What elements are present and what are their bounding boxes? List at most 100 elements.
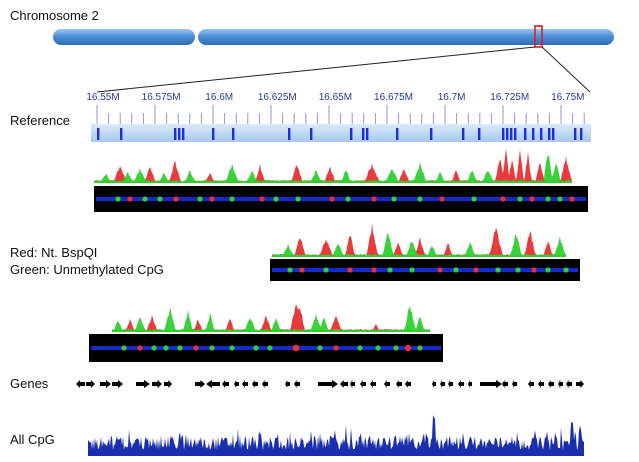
chromosome-highlight-box	[534, 25, 543, 48]
gene-arrow	[318, 380, 338, 388]
gene-arrow	[152, 380, 162, 388]
cpg-site-dot	[545, 196, 551, 202]
gene-arrow	[222, 380, 229, 388]
gene-arrow	[350, 380, 355, 388]
nick-site-dot	[347, 267, 353, 273]
nick-site-dot	[404, 344, 412, 352]
reference-label: Reference	[10, 113, 70, 128]
reference-site-mark	[552, 128, 555, 140]
reference-site-mark	[580, 128, 583, 140]
reference-site-mark	[396, 128, 399, 140]
chromosome-ideogram	[53, 25, 614, 48]
gene-arrow	[195, 380, 205, 388]
reference-site-mark	[502, 128, 505, 140]
reference-site-mark	[548, 128, 551, 140]
molecule-1-green-profile	[94, 155, 572, 183]
gene-arrow	[538, 380, 544, 388]
cpg-site-dot	[557, 196, 563, 202]
nick-site-dot	[292, 344, 300, 352]
molecule-3-green-profile	[112, 306, 430, 332]
reference-site-mark	[478, 128, 481, 140]
gene-arrow	[206, 380, 220, 388]
cpg-site-dot	[417, 196, 423, 202]
reference-tick-label: 16.75M	[551, 92, 585, 103]
nick-site-dot	[299, 267, 305, 273]
cpg-label: All CpG	[10, 432, 55, 447]
gene-arrow	[468, 380, 472, 388]
gene-arrow	[285, 380, 290, 388]
reference-site-mark	[362, 128, 365, 140]
reference-site-mark	[97, 128, 100, 140]
reference-site-mark	[524, 128, 527, 140]
cpg-site-dot	[471, 196, 477, 202]
reference-site-mark	[232, 128, 235, 140]
gene-arrow	[242, 380, 248, 388]
gene-arrow	[502, 380, 508, 388]
cpg-site-dot	[253, 345, 259, 351]
nick-site-dot	[173, 196, 179, 202]
reference-site-mark	[506, 128, 509, 140]
gene-arrow	[136, 380, 150, 388]
reference-tick-label: 16.675M	[374, 92, 413, 103]
cpg-site-dot	[157, 196, 163, 202]
reference-tick-label: 16.7M	[437, 92, 466, 103]
reference-site-mark	[430, 128, 433, 140]
cpg-site-dot	[197, 196, 203, 202]
cpg-site-dot	[409, 267, 415, 273]
cpg-site-dot	[142, 196, 148, 202]
reference-tick-label: 16.6M	[205, 92, 234, 103]
nick-site-dot	[371, 196, 377, 202]
gene-arrow	[234, 380, 239, 388]
reference-site-mark	[574, 128, 577, 140]
legend-green-label: Green: Unmethylated CpG	[10, 262, 164, 277]
reference-tick-label: 16.575M	[141, 92, 181, 103]
cpg-site-dot	[515, 267, 521, 273]
gene-arrow	[396, 380, 402, 388]
reference-site-mark	[288, 128, 291, 140]
cpg-site-dot	[115, 196, 121, 202]
gene-arrow	[576, 380, 584, 388]
reference-site-mark	[212, 128, 215, 140]
molecule-1-red-profile	[94, 148, 572, 183]
legend-red-label: Red: Nt. BspQI	[10, 245, 98, 260]
reference-site-mark	[366, 128, 369, 140]
nick-site-dot	[193, 345, 199, 351]
nick-site-dot	[329, 196, 335, 202]
gene-arrow	[458, 380, 464, 388]
reference-tick-label: 16.625M	[257, 92, 297, 103]
reference-site-mark	[178, 128, 181, 140]
cpg-site-dot	[295, 196, 301, 202]
cpg-site-dot	[317, 345, 323, 351]
molecule-backbone	[272, 268, 578, 272]
gene-arrow	[112, 380, 123, 388]
nick-site-dot	[259, 196, 265, 202]
gene-arrow	[76, 380, 85, 388]
reference-site-mark	[462, 128, 465, 140]
nick-site-dot	[529, 196, 535, 202]
cpg-site-dot	[391, 196, 397, 202]
nick-site-dot	[137, 345, 143, 351]
nick-site-dot	[500, 196, 506, 202]
genes-label: Genes	[10, 376, 49, 391]
gene-arrow	[566, 380, 572, 388]
reference-site-mark	[350, 128, 353, 140]
cpg-site-dot	[177, 345, 183, 351]
cpg-site-dot	[209, 345, 215, 351]
reference-site-mark	[310, 128, 313, 140]
gene-arrow	[548, 380, 554, 388]
nick-site-dot	[473, 267, 479, 273]
gene-arrow	[340, 380, 348, 388]
nick-site-dot	[371, 267, 377, 273]
cpg-site-dot	[357, 345, 363, 351]
cpg-site-dot	[229, 345, 235, 351]
cpg-density-area	[88, 415, 584, 456]
molecule-backbone	[96, 197, 586, 201]
reference-site-mark	[540, 128, 543, 140]
cpg-site-dot	[393, 345, 399, 351]
gene-arrow	[432, 380, 436, 388]
chromosome-arm-q	[198, 29, 614, 45]
reference-tick-label: 16.725M	[490, 92, 530, 103]
